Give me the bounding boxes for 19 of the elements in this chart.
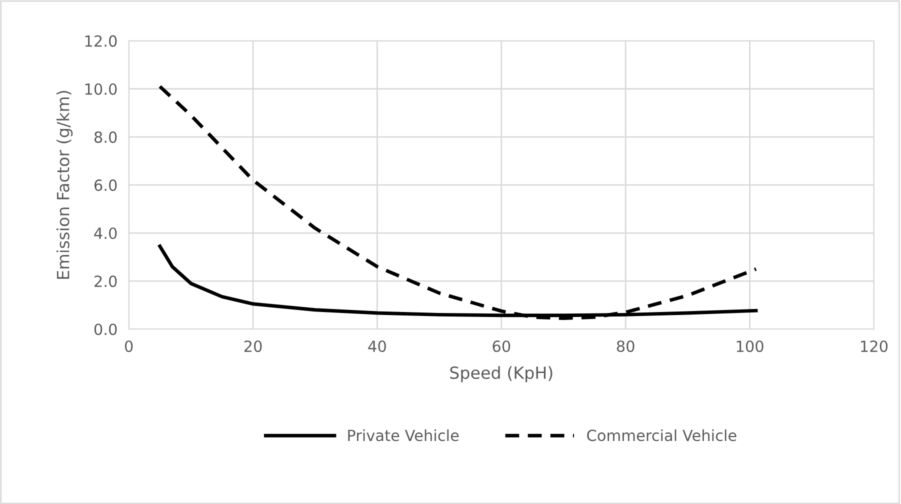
legend-label: Private Vehicle [348, 429, 459, 442]
y-tick-label: 8.0 [94, 131, 117, 143]
x-tick-label: 60 [492, 340, 510, 352]
y-tick-label: 0.0 [94, 324, 117, 336]
x-tick-label: 20 [244, 340, 262, 352]
x-tick-label: 100 [736, 340, 764, 352]
legend-label: Commercial Vehicle [587, 429, 736, 442]
y-tick-label: 4.0 [94, 227, 117, 240]
y-tick-label: 10.0 [85, 83, 117, 95]
x-tick-label: 120 [861, 340, 888, 352]
x-tick-label: 0 [124, 340, 133, 352]
line-series [158, 84, 758, 320]
y-tick-label: 6.0 [94, 179, 117, 191]
y-tick-label: 2.0 [94, 276, 117, 288]
x-tick-label: 40 [368, 340, 386, 352]
x-tick-label: 80 [616, 340, 634, 352]
y-tick-label: 12.0 [85, 35, 117, 47]
x-axis-title: Speed (KpH) [450, 366, 552, 382]
y-axis-title: Emission Factor (g/km) [56, 90, 73, 279]
